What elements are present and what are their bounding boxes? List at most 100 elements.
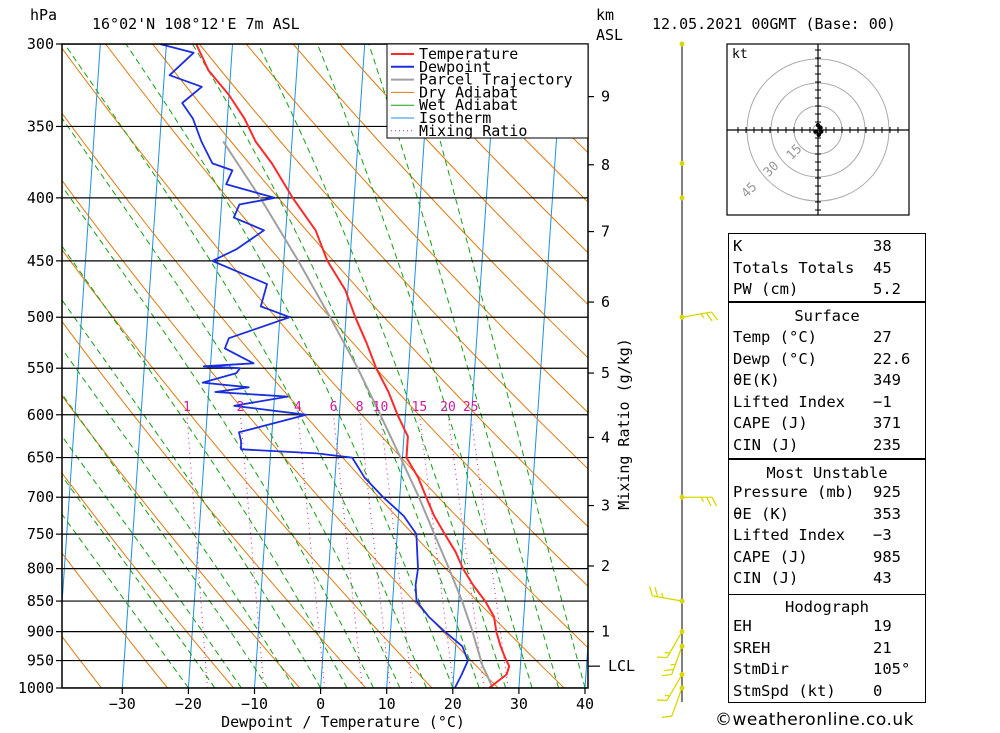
temperature-tick-label: 30 (510, 695, 528, 713)
mixing-ratio-line (359, 414, 391, 688)
index-value: 371 (873, 414, 901, 433)
index-value: 45 (873, 258, 892, 277)
wind-barb-flag (661, 673, 672, 677)
index-value: 349 (873, 371, 901, 390)
temperature-tick-label: 0 (316, 695, 325, 713)
wind-barb-flag (656, 656, 668, 659)
index-row: Totals Totals 45 (729, 259, 925, 280)
pressure-label: 850 (27, 592, 54, 610)
wind-barb-flag (663, 668, 674, 672)
km-label: 5 (601, 364, 610, 382)
most-unstable-title: Most Unstable (766, 464, 888, 482)
wind-barb-dot (679, 195, 685, 201)
index-name: CIN (J) (733, 436, 799, 454)
isotherm-line (121, 44, 167, 688)
index-row: CAPE (J) 985 (729, 548, 925, 569)
location-title: 16°02'N 108°12'E 7m ASL (92, 15, 300, 33)
mixing-ratio-line (297, 414, 326, 688)
lcl-label: LCL (608, 657, 635, 675)
index-name: Pressure (mb) (733, 483, 855, 501)
index-name: Temp (°C) (733, 328, 817, 346)
mixing-ratio-line (379, 414, 413, 688)
index-name: EH (733, 617, 752, 635)
wind-barb-flag (711, 496, 718, 507)
index-row: Temp (°C) 27 (729, 328, 925, 349)
mixing-ratio-line (239, 414, 265, 688)
most-unstable-box: Most Unstable Pressure (mb) 925 θE (K) 353 L… (728, 459, 926, 595)
pressure-label: 400 (27, 189, 54, 207)
wind-barb-flag (700, 496, 705, 502)
mixing-ratio-axis-label: Mixing Ratio (g/kg) (615, 338, 633, 510)
wind-barb-flag (706, 496, 712, 507)
index-name: PW (cm) (733, 280, 799, 299)
pressure-label: 750 (27, 525, 54, 543)
wind-barb-dot (679, 41, 685, 47)
isotherm-line (386, 44, 432, 688)
pressure-label: 300 (27, 35, 54, 53)
x-axis-label: Dewpoint / Temperature (°C) (221, 713, 465, 731)
temperature-tick-label: 20 (444, 695, 462, 713)
index-value: 105° (873, 660, 911, 679)
pressure-label: 950 (27, 652, 54, 670)
index-value: 19 (873, 617, 892, 635)
index-value: 38 (873, 237, 892, 255)
mixing-ratio-line (418, 414, 455, 688)
index-row: EH 19 (729, 617, 925, 638)
dry-adiabat-line (62, 179, 499, 688)
legend-box (386, 43, 589, 139)
legend-entry: Dewpoint (419, 58, 491, 76)
mixing-ratio-line (470, 414, 509, 688)
surface-box: Surface Temp (°C) 27 Dewp (°C) 22.6 θE(K) 349… (728, 302, 926, 459)
legend-entry: Wet Adiabat (419, 96, 518, 114)
isotherm-line (62, 44, 101, 611)
temperature-tick-label: 40 (576, 695, 594, 713)
parcel-trajectory-line (222, 140, 494, 688)
hpa-unit-label: hPa (30, 6, 57, 24)
km-label: 2 (601, 557, 610, 575)
dry-adiabat-line (339, 44, 588, 306)
index-name: K (733, 237, 743, 255)
index-value: 985 (873, 547, 901, 566)
pressure-label: 900 (27, 623, 54, 641)
dewpoint-line (159, 44, 469, 688)
index-row: StmDir 105° (729, 660, 925, 681)
index-row: Lifted Index −1 (729, 393, 925, 414)
mixing-ratio-label: 4 (294, 400, 302, 415)
wet-adiabat-line (257, 44, 507, 688)
legend-entry: Parcel Trajectory (419, 71, 573, 89)
index-value: 21 (873, 638, 892, 657)
hodograph-unit-label: kt (732, 47, 748, 62)
pressure-label: 450 (27, 252, 54, 270)
index-name: θE(K) (733, 371, 780, 390)
surface-title: Surface (794, 307, 860, 325)
km-label: 7 (601, 223, 610, 241)
index-value: 353 (873, 504, 901, 523)
wet-adiabat-line (62, 245, 348, 688)
index-value: 0 (873, 681, 883, 700)
index-name: CAPE (J) (733, 414, 808, 433)
index-value: 5.2 (873, 280, 901, 299)
index-row: CAPE (J) 371 (729, 414, 925, 435)
mixing-ratio-label: 10 (373, 400, 389, 415)
hodograph-stats-title: Hodograph (785, 598, 869, 616)
index-value: 235 (873, 436, 901, 454)
hodograph-point (816, 132, 821, 137)
legend-entry: Mixing Ratio (419, 122, 527, 140)
km-label: 9 (601, 88, 610, 106)
wet-adiabat-line (62, 117, 401, 688)
pressure-label: 600 (27, 406, 54, 424)
km-label: 6 (601, 293, 610, 311)
dry-adiabat-line (292, 44, 588, 359)
hodograph-stats-box: Hodograph EH 19 SREH 21 StmDir 105° StmSpd (kt… (728, 594, 926, 703)
index-row: Pressure (mb) 925 (729, 483, 925, 504)
index-name: Lifted Index (733, 392, 845, 411)
index-name: SREH (733, 638, 771, 657)
legend-entry: Dry Adiabat (419, 83, 518, 101)
dry-adiabat-line (62, 320, 367, 688)
wind-barb-flag (711, 311, 719, 321)
dry-adiabat-line (62, 472, 235, 688)
km-label: 3 (601, 497, 610, 515)
dry-adiabat-line (386, 44, 588, 254)
index-row: θE (K) 353 (729, 505, 925, 526)
